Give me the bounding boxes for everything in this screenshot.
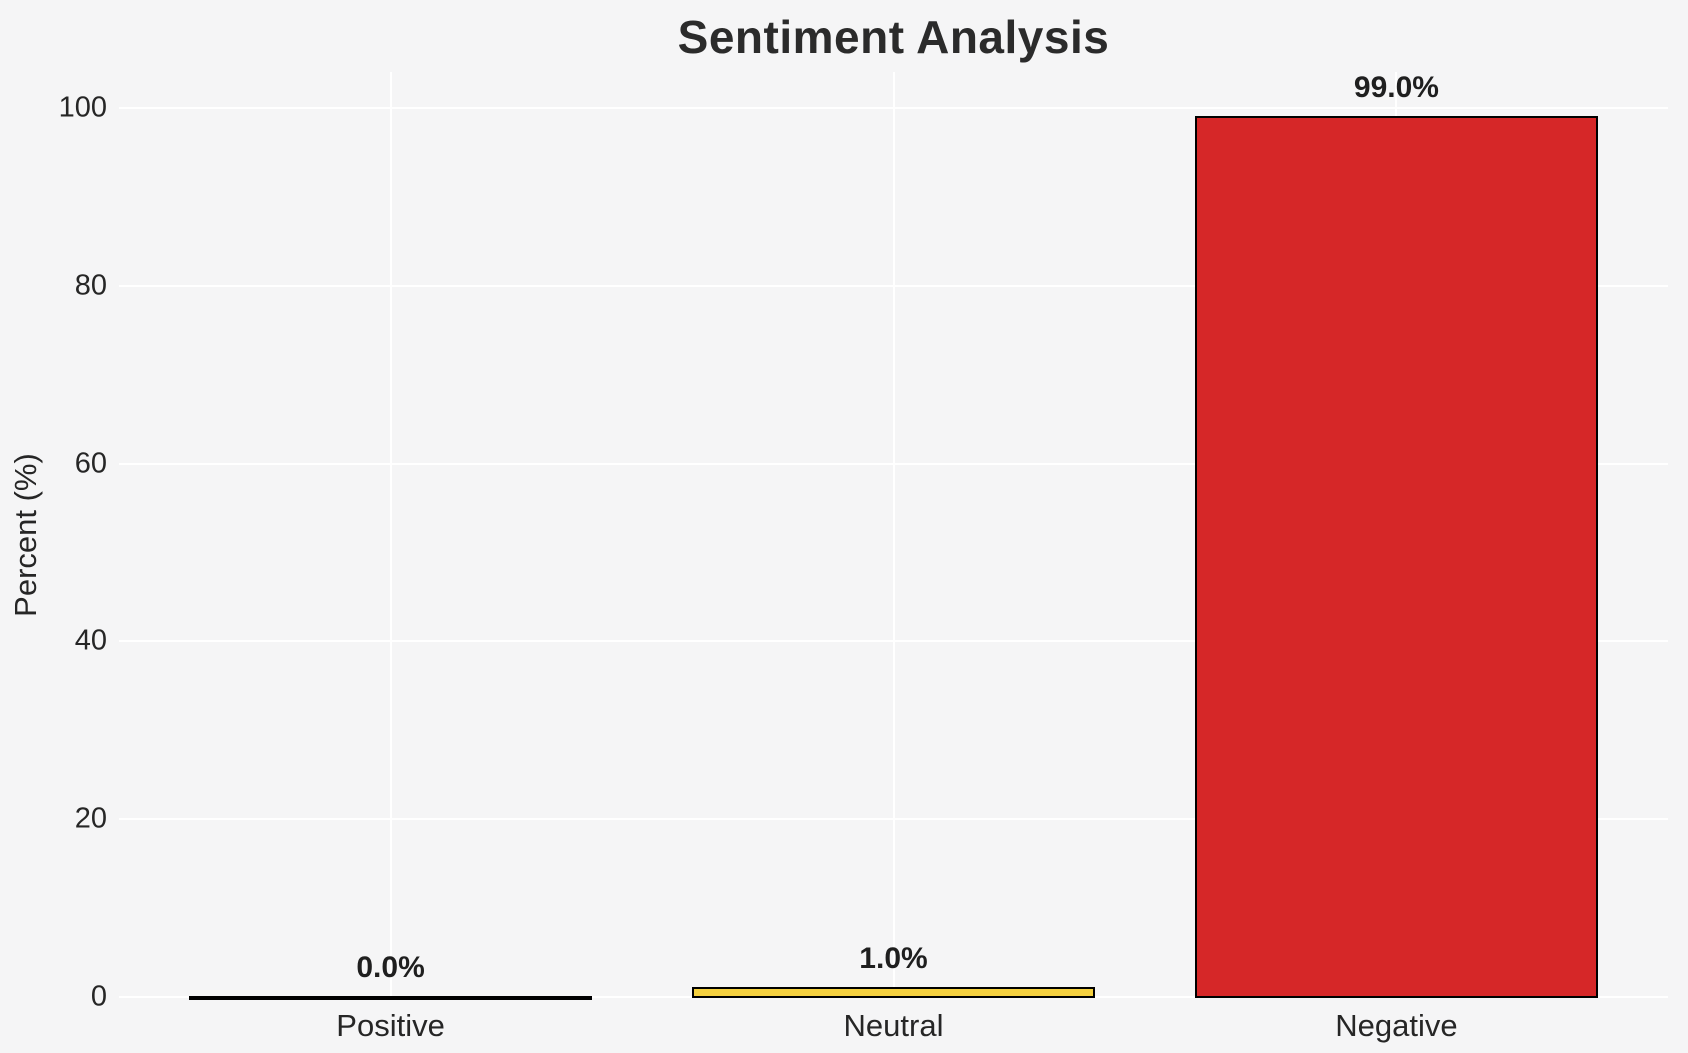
y-tick-label: 100 bbox=[58, 91, 107, 124]
bar-neutral bbox=[692, 987, 1095, 999]
y-tick-label: 0 bbox=[90, 980, 107, 1013]
chart-title: Sentiment Analysis bbox=[677, 11, 1110, 63]
bar-value-label: 1.0% bbox=[859, 942, 928, 976]
x-tick-label-negative: Negative bbox=[1335, 1008, 1458, 1043]
x-tick-label-positive: Positive bbox=[336, 1008, 445, 1043]
bar-positive bbox=[189, 995, 592, 1000]
y-tick-label: 80 bbox=[74, 269, 107, 302]
bar-negative bbox=[1195, 115, 1598, 999]
bar-value-label: 99.0% bbox=[1353, 70, 1439, 104]
bar-value-label: 0.0% bbox=[356, 951, 425, 984]
x-gridline bbox=[892, 72, 895, 997]
y-tick-label: 60 bbox=[74, 447, 107, 480]
y-tick-label: 20 bbox=[74, 802, 107, 835]
x-tick-label-neutral: Neutral bbox=[843, 1008, 944, 1043]
x-gridline bbox=[389, 72, 392, 997]
y-tick-label: 40 bbox=[74, 624, 107, 657]
